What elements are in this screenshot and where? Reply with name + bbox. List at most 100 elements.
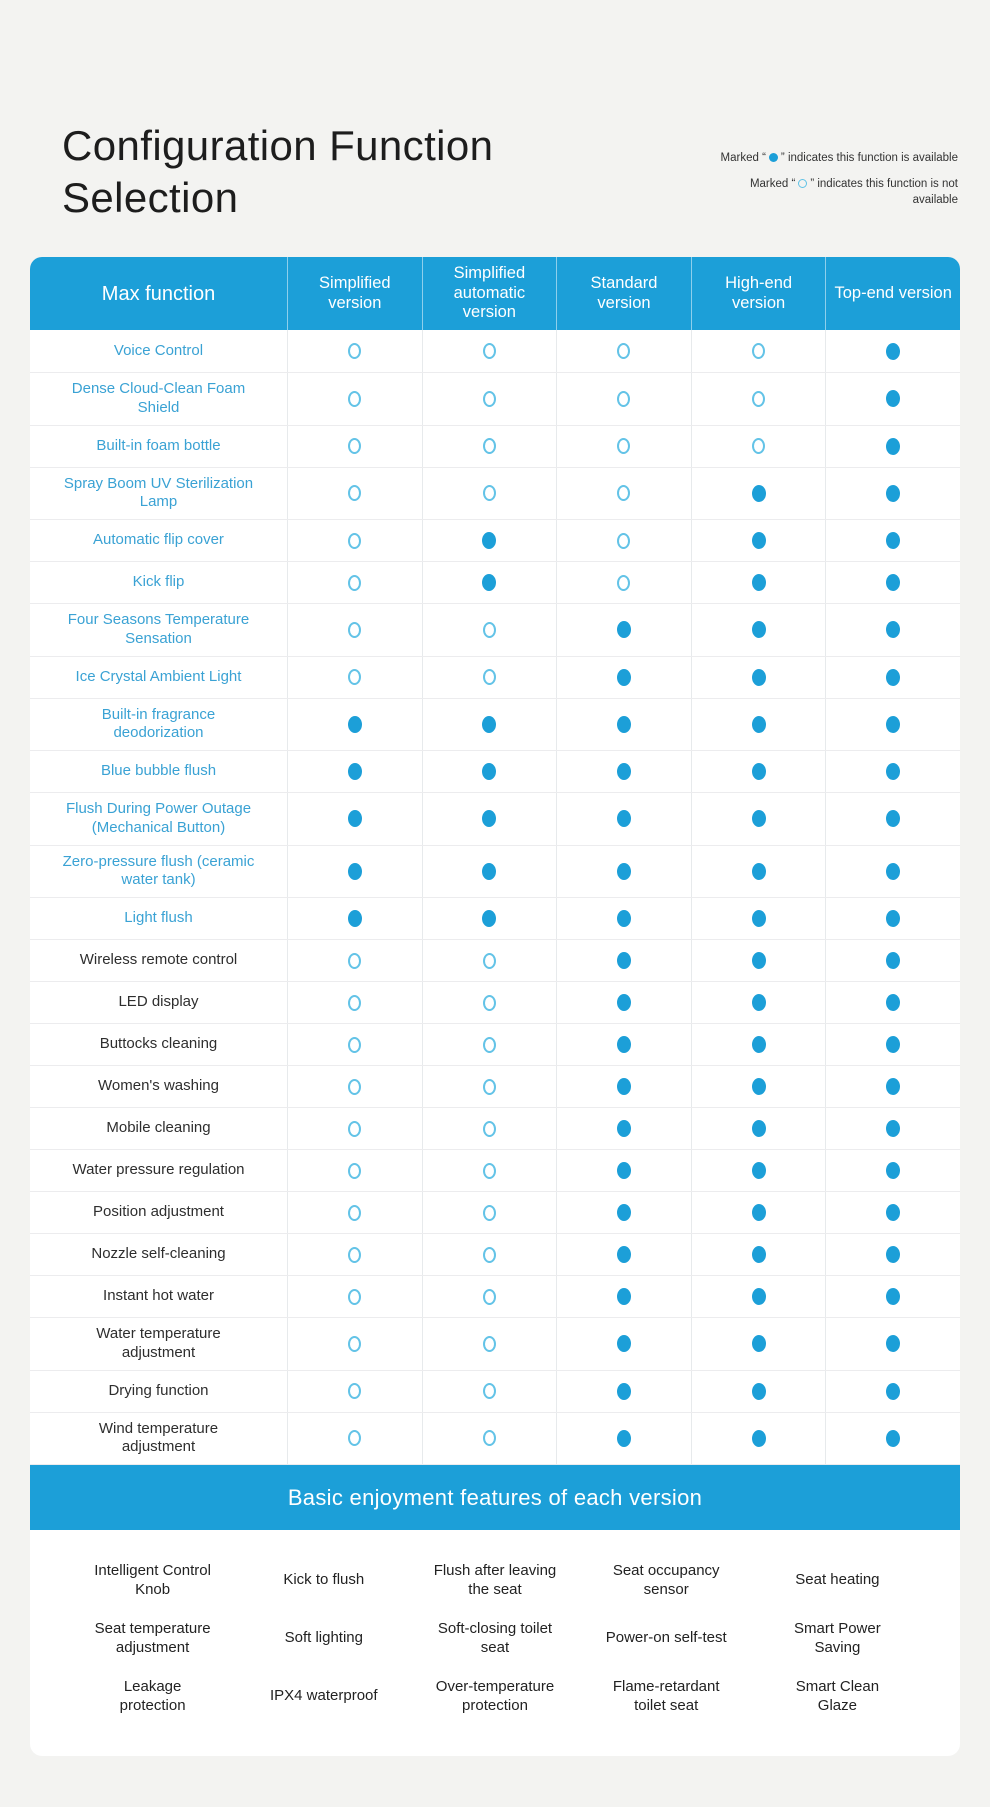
available-dot-icon — [886, 1246, 901, 1263]
feature-label-text: Ice Crystal Ambient Light — [75, 667, 242, 685]
unavailable-dot-icon — [617, 438, 631, 454]
unavailable-dot-icon — [348, 1288, 362, 1305]
unavailable-dot-icon — [348, 532, 362, 549]
unavailable-dot-icon — [482, 343, 496, 359]
available-dot-icon — [751, 1120, 766, 1137]
available-cell — [825, 1150, 960, 1191]
available-dot-icon — [751, 532, 766, 549]
available-dot-icon — [751, 1288, 766, 1305]
available-cell — [556, 1192, 691, 1233]
available-dot-icon — [616, 1288, 631, 1305]
available-dot-icon — [482, 532, 497, 549]
available-dot-icon — [886, 994, 901, 1011]
unavailable-cell — [421, 1192, 557, 1233]
table-body: Voice Control Dense Cloud-Clean Foam Shie… — [30, 330, 960, 1464]
feature-label: Flush During Power Outage (Mechanical Bu… — [30, 793, 287, 845]
available-cell — [690, 940, 826, 981]
available-cell — [690, 898, 826, 939]
available-cell — [421, 562, 557, 603]
feature-label: Built-in foam bottle — [30, 426, 287, 467]
available-cell — [690, 751, 826, 792]
feature-label: Position adjustment — [30, 1192, 287, 1233]
available-dot-icon — [616, 715, 631, 733]
legend-not-available-prefix: Marked “ — [749, 177, 796, 190]
available-dot-icon — [751, 994, 766, 1011]
feature-label: Blue bubble flush — [30, 751, 287, 792]
available-cell — [825, 562, 960, 603]
available-dot-icon — [347, 910, 362, 927]
available-cell — [825, 1108, 960, 1149]
unavailable-dot-icon — [348, 1246, 362, 1263]
available-dot-icon — [886, 1120, 901, 1137]
unavailable-dot-icon — [348, 1383, 362, 1399]
feature-label-text: Built-in foam bottle — [96, 436, 221, 454]
basic-feature-item-text: Power-on self-test — [605, 1629, 727, 1647]
available-dot-icon — [751, 1382, 766, 1400]
basic-feature-item: Flush after leaving the seat — [412, 1560, 577, 1600]
unavailable-cell — [287, 1150, 422, 1191]
basic-feature-item-text: Intelligent Control Knob — [94, 1561, 211, 1599]
feature-label: Kick flip — [30, 562, 287, 603]
available-cell — [825, 467, 960, 519]
available-cell — [287, 793, 422, 845]
unavailable-dot-icon — [752, 390, 766, 407]
feature-label: Wireless remote control — [30, 940, 287, 981]
basic-feature-item-text: Smart Power Saving — [794, 1619, 881, 1657]
basic-feature-item-text: Flame-retardant toilet seat — [612, 1677, 720, 1715]
available-dot-icon — [347, 715, 362, 733]
feature-label-text: Built-in fragrance deodorization — [101, 705, 216, 742]
unavailable-dot-icon — [482, 438, 496, 454]
available-dot-icon — [482, 862, 497, 880]
available-dot-icon — [751, 484, 766, 502]
feature-row: Nozzle self-cleaning — [30, 1233, 960, 1275]
feature-label-text: Voice Control — [113, 341, 204, 359]
available-dot-icon — [886, 1429, 901, 1447]
feature-label: Built-in fragrance deodorization — [30, 699, 287, 751]
unavailable-cell — [287, 982, 422, 1023]
unavailable-cell — [421, 1318, 557, 1370]
legend-not-available-suffix: ” indicates this function is not availab… — [810, 177, 958, 207]
basic-feature-item-text: Soft lighting — [284, 1629, 363, 1647]
basic-feature-item-text: Soft-closing toilet seat — [437, 1619, 553, 1657]
available-dot-icon — [886, 1382, 901, 1400]
available-cell — [690, 1234, 826, 1275]
available-dot-icon — [886, 1335, 901, 1353]
available-dot-icon — [616, 1429, 631, 1447]
legend-available-prefix: Marked “ — [720, 152, 766, 164]
available-dot-icon — [886, 621, 901, 639]
available-cell — [825, 1318, 960, 1370]
available-cell — [556, 1370, 691, 1412]
available-cell — [690, 1412, 826, 1464]
basic-feature-item: Seat occupancy sensor — [584, 1560, 749, 1600]
unavailable-cell — [287, 1412, 422, 1464]
available-cell — [690, 1024, 826, 1065]
unavailable-dot-icon — [348, 1430, 362, 1447]
column-header-simplified-version: Simplified version — [287, 257, 422, 330]
available-cell — [690, 467, 826, 519]
available-cell — [421, 520, 557, 561]
available-dot-icon — [886, 342, 901, 360]
unavailable-cell — [421, 1276, 557, 1317]
available-cell — [690, 982, 826, 1023]
feature-label-text: Zero-pressure flush (ceramic water tank) — [62, 852, 255, 889]
available-dot-icon — [616, 763, 631, 780]
basic-feature-item: Seat heating — [755, 1560, 920, 1600]
available-cell — [690, 1066, 826, 1107]
unavailable-cell — [421, 1234, 557, 1275]
available-cell — [556, 845, 691, 897]
feature-label: Women's washing — [30, 1066, 287, 1107]
unavailable-dot-icon — [482, 994, 496, 1011]
available-cell — [556, 1276, 691, 1317]
available-cell — [287, 698, 422, 750]
available-cell — [825, 940, 960, 981]
available-cell — [556, 1412, 691, 1464]
feature-label-text: Position adjustment — [93, 1203, 224, 1221]
available-cell — [825, 1370, 960, 1412]
available-dot-icon — [616, 994, 631, 1011]
unavailable-cell — [690, 373, 826, 425]
unavailable-dot-icon — [348, 952, 362, 969]
available-cell — [825, 793, 960, 845]
available-cell — [287, 845, 422, 897]
unavailable-cell — [287, 425, 422, 467]
available-cell — [825, 898, 960, 939]
